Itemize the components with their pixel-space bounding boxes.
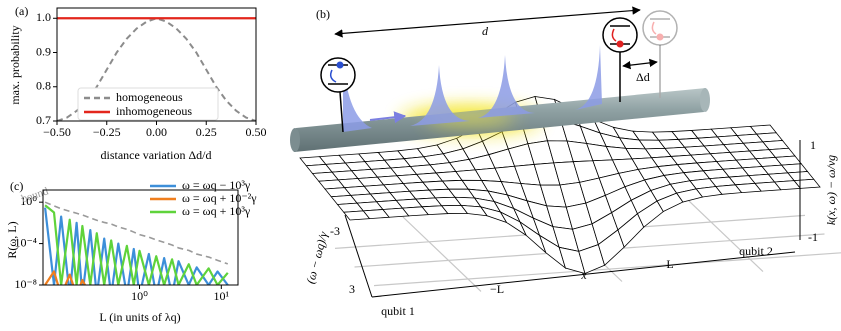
series-line <box>44 204 229 285</box>
legend-label: ω = ωq + 10⁻²γ <box>182 191 257 205</box>
stem <box>339 91 344 133</box>
x-axis-label: qubit 1 <box>381 304 415 318</box>
shift-label: Δd <box>636 70 650 84</box>
w-tick-label: -3 <box>330 224 340 238</box>
y-axis-label: max. probability <box>8 25 22 104</box>
x-tick-label: −0.50 <box>43 125 71 139</box>
x-axis-label: qubit 2 <box>739 244 773 258</box>
y-tick-label: 0.7 <box>36 113 51 127</box>
x-tick-label: 0.50 <box>246 125 267 139</box>
w-tick-label: 3 <box>349 282 355 296</box>
distance-arrow <box>334 6 641 38</box>
peak <box>410 65 470 126</box>
series-line <box>43 207 229 285</box>
plot-area <box>43 201 229 285</box>
legend-box <box>77 87 219 121</box>
x-tick-label: 0.00 <box>146 125 167 139</box>
legend-label: ω = ωq + 10³γ <box>182 204 251 218</box>
panel-label: (c) <box>10 179 23 193</box>
x-axis-label: distance variation Δd/d <box>100 148 211 162</box>
waveguide-end <box>290 128 300 152</box>
legend-label: inhomogeneous <box>116 104 192 118</box>
qubit-icon <box>602 17 638 53</box>
w-axis-label: (ω − ωq)/γ <box>303 230 330 285</box>
z-axis-label: k(x, ω) − ω/vg <box>824 155 838 225</box>
y-tick-label: 0.8 <box>36 79 51 93</box>
peak <box>575 45 602 110</box>
y-tick-label: 0.9 <box>36 44 51 58</box>
floor-line <box>402 216 482 292</box>
legend-label: homogeneous <box>116 90 183 104</box>
x-axis-label: L <box>666 257 673 271</box>
peak <box>343 60 372 132</box>
x-axis-label: −L <box>490 282 504 296</box>
x-axis-label: x <box>580 268 587 282</box>
x-tick-label: 10⁰ <box>131 289 148 303</box>
x-tick-label: 10¹ <box>214 289 230 303</box>
surface <box>299 96 821 275</box>
mesh-cell <box>793 178 821 189</box>
peak <box>478 55 535 118</box>
qubit-icon <box>642 10 678 46</box>
axes-frame <box>56 7 257 122</box>
floor-line <box>684 196 764 273</box>
y-tick-label: 1.0 <box>36 10 51 24</box>
z-tick-label: 1 <box>810 138 816 152</box>
shift-arrow <box>622 58 658 70</box>
panel-label: (b) <box>316 7 330 21</box>
bound-line <box>44 201 229 265</box>
emission-peaks <box>343 45 602 132</box>
x-axis-label: L (in units of λq) <box>99 310 180 324</box>
y-tick-label: 10⁻⁴ <box>14 235 37 249</box>
qubit-icon <box>320 57 356 93</box>
distance-label: d <box>482 24 489 38</box>
x-tick-label: 0.25 <box>196 125 217 139</box>
chart: (a) −0.50 −0.25 0.00 0.25 0.50 0.7 0.8 0.9 1.0 dis… <box>8 4 267 162</box>
y-tick-label: 10⁰ <box>20 194 37 208</box>
panel-label: (a) <box>15 4 28 18</box>
panel-b: (b) <box>290 6 841 318</box>
x-axis <box>371 251 796 298</box>
y-axis-label: R(ω, L) <box>5 221 19 258</box>
waveguide-end <box>700 88 710 112</box>
z-tick-label: -1 <box>808 230 818 244</box>
legend-label: ω = ωq − 10³γ <box>182 178 251 192</box>
y-tick-label: 10⁻⁸ <box>14 277 37 291</box>
x-tick-label: −0.25 <box>93 125 121 139</box>
axes-frame <box>42 189 239 286</box>
arrow <box>369 111 407 124</box>
w-axis <box>344 214 373 298</box>
